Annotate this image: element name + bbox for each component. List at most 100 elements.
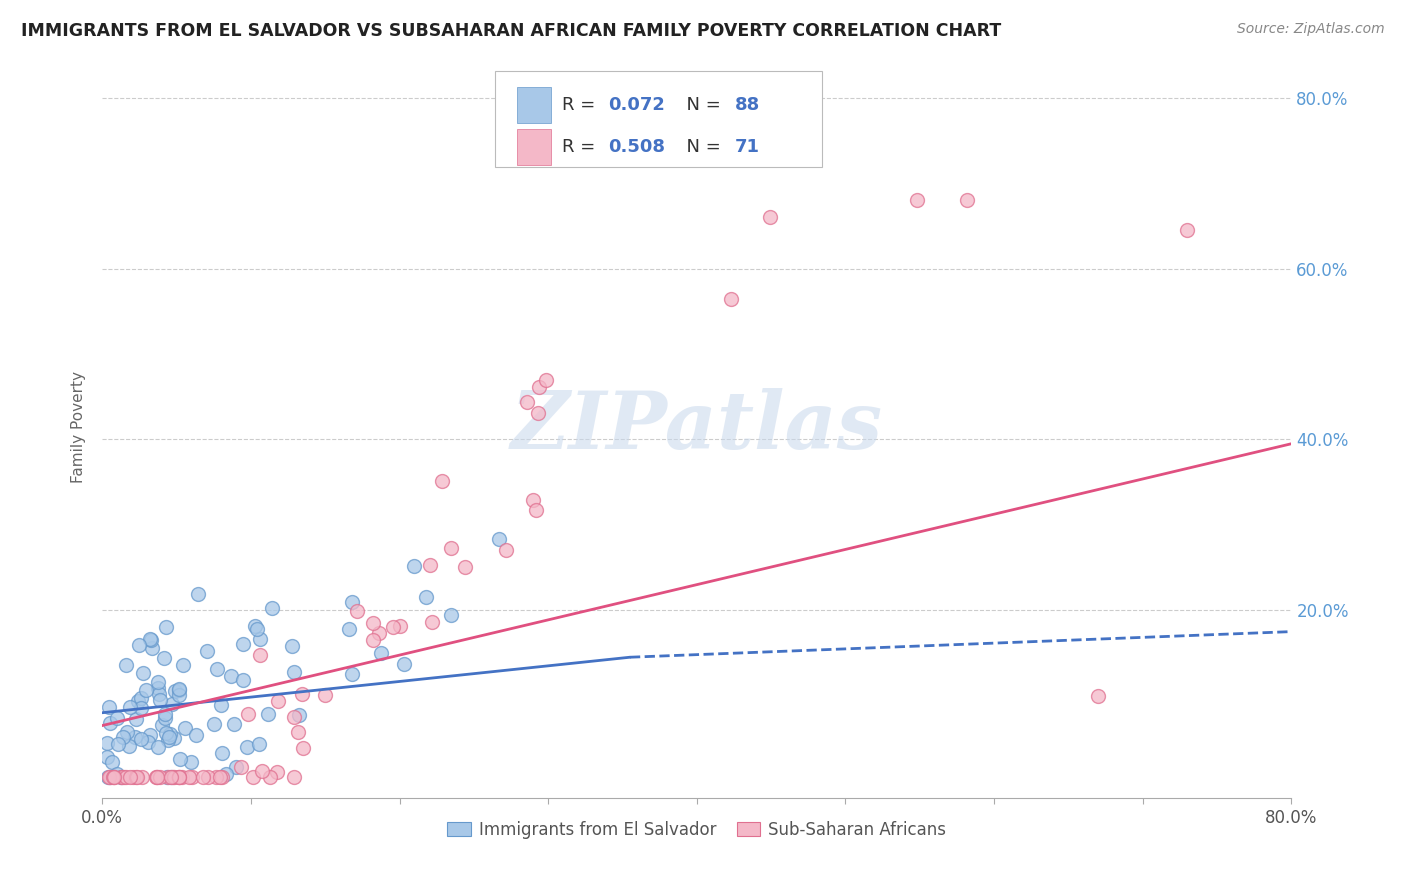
Point [163, 770, 186, 784]
Point [361, 616, 384, 631]
Point [266, 765, 288, 780]
Point [287, 708, 309, 723]
Point [527, 380, 550, 394]
Point [195, 644, 218, 658]
Point [209, 698, 232, 712]
Text: 0.072: 0.072 [607, 96, 665, 114]
Point [170, 770, 193, 784]
Point [169, 683, 191, 698]
Point [283, 665, 305, 679]
Point [110, 770, 132, 784]
Point [177, 770, 200, 784]
Legend: Immigrants from El Salvador, Sub-Saharan Africans: Immigrants from El Salvador, Sub-Saharan… [440, 814, 953, 846]
Point [156, 733, 179, 747]
Point [419, 558, 441, 573]
Point [454, 559, 477, 574]
Point [1177, 223, 1199, 237]
Point [207, 662, 229, 676]
Point [139, 632, 162, 646]
Point [101, 770, 124, 784]
Text: R =: R = [562, 138, 602, 156]
Point [111, 770, 134, 784]
Point [720, 292, 742, 306]
Point [120, 699, 142, 714]
Point [155, 620, 177, 634]
Point [342, 594, 364, 608]
Point [120, 770, 142, 784]
Point [291, 687, 314, 701]
FancyBboxPatch shape [517, 129, 551, 165]
Point [388, 619, 411, 633]
Text: N =: N = [675, 138, 727, 156]
Text: R =: R = [562, 96, 602, 114]
Text: 71: 71 [735, 138, 759, 156]
Point [180, 755, 202, 769]
Point [367, 626, 389, 640]
Point [103, 770, 125, 784]
Point [219, 669, 242, 683]
Point [128, 638, 150, 652]
Point [135, 683, 157, 698]
Point [131, 691, 153, 706]
Point [155, 725, 177, 739]
Point [121, 770, 143, 784]
Point [211, 746, 233, 760]
Point [169, 752, 191, 766]
Point [516, 394, 538, 409]
Point [174, 721, 197, 735]
Point [149, 770, 172, 784]
Point [440, 541, 463, 555]
Point [249, 648, 271, 662]
Point [96, 750, 118, 764]
Point [184, 728, 207, 742]
Point [495, 543, 517, 558]
Point [149, 693, 172, 707]
Point [180, 770, 202, 784]
Point [337, 622, 360, 636]
Point [98, 770, 121, 784]
Point [153, 706, 176, 721]
Point [111, 730, 134, 744]
Point [361, 632, 384, 647]
Point [110, 770, 132, 784]
Point [131, 770, 153, 784]
Point [167, 770, 190, 784]
Point [105, 767, 128, 781]
Point [340, 667, 363, 681]
Point [115, 770, 138, 784]
Point [232, 673, 254, 687]
Point [232, 637, 254, 651]
FancyBboxPatch shape [517, 87, 551, 123]
Point [292, 740, 315, 755]
Point [125, 770, 148, 784]
Point [211, 770, 233, 784]
Point [138, 728, 160, 742]
FancyBboxPatch shape [495, 71, 821, 167]
Point [107, 738, 129, 752]
Text: 0.508: 0.508 [607, 138, 665, 156]
Point [420, 615, 443, 629]
Point [197, 770, 219, 784]
Point [238, 706, 260, 721]
Point [124, 730, 146, 744]
Point [209, 770, 232, 784]
Point [103, 770, 125, 784]
Point [250, 764, 273, 778]
Point [267, 694, 290, 708]
Point [202, 717, 225, 731]
Point [536, 373, 558, 387]
Point [430, 474, 453, 488]
Point [243, 619, 266, 633]
Point [314, 689, 336, 703]
Point [759, 211, 782, 225]
Point [101, 755, 124, 769]
Point [169, 770, 191, 784]
Text: 88: 88 [735, 96, 761, 114]
Point [159, 770, 181, 784]
Point [118, 739, 141, 754]
Point [283, 770, 305, 784]
Point [105, 711, 128, 725]
Point [115, 657, 138, 672]
Point [145, 770, 167, 784]
Point [242, 770, 264, 784]
